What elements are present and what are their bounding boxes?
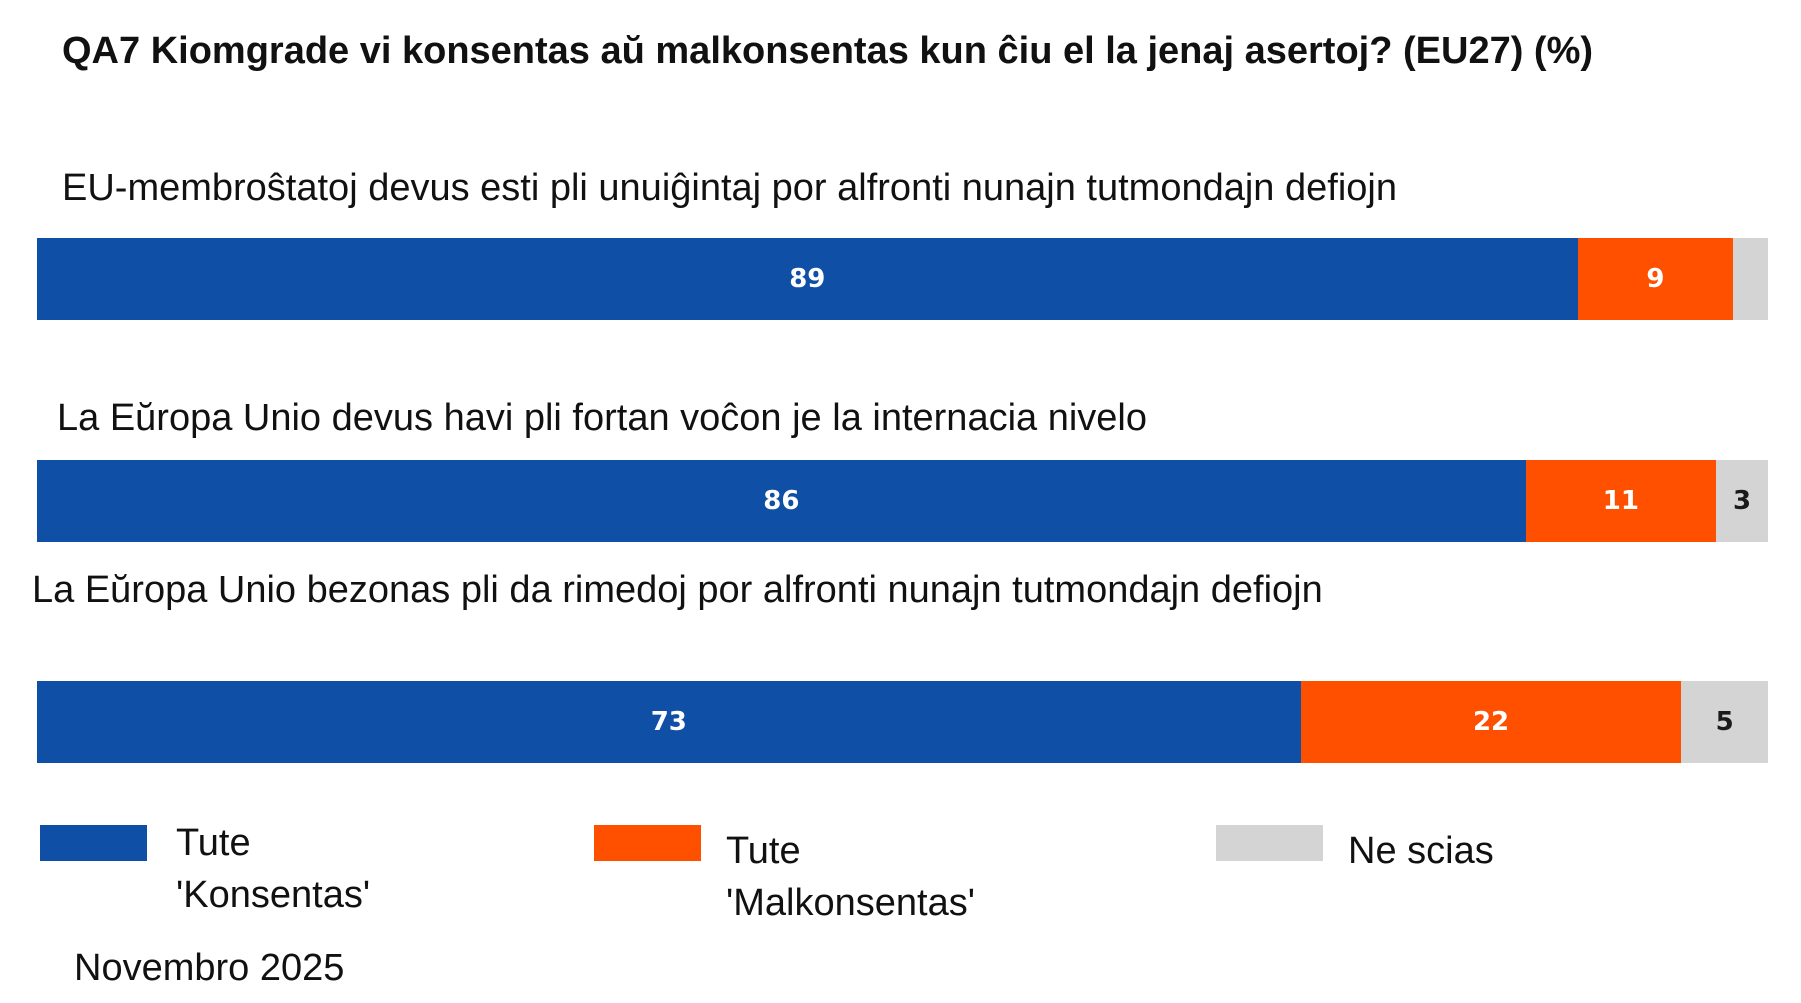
statement-label: EU-membroŝtatoj devus esti pli unuiĝinta… bbox=[62, 167, 1397, 209]
legend-swatch-disagree bbox=[594, 825, 701, 861]
data-label: 11 bbox=[1602, 486, 1639, 516]
stacked-bar: 73 22 5 bbox=[37, 681, 1768, 763]
bar-segment-disagree: 9 bbox=[1577, 238, 1734, 320]
bar-segment-disagree: 22 bbox=[1300, 681, 1682, 763]
data-label: 73 bbox=[650, 707, 687, 737]
statement-label: La Eŭropa Unio devus havi pli fortan voĉ… bbox=[57, 397, 1147, 439]
bar-segment-agree: 73 bbox=[37, 681, 1301, 763]
legend-swatch-dk bbox=[1216, 825, 1323, 861]
bar-segment-disagree: 11 bbox=[1525, 460, 1717, 542]
bar-segment-agree: 89 bbox=[37, 238, 1578, 320]
bar-segment-agree: 86 bbox=[37, 460, 1526, 542]
date-footnote: Novembro 2025 bbox=[74, 947, 345, 989]
legend-label-dk: Ne scias bbox=[1348, 830, 1494, 872]
chart-title: QA7 Kiomgrade vi konsentas aŭ malkonsent… bbox=[62, 30, 1594, 72]
data-label: 22 bbox=[1472, 707, 1510, 737]
data-label: 9 bbox=[1646, 264, 1665, 294]
bar-segment-dk: 3 bbox=[1716, 460, 1768, 542]
data-label: 3 bbox=[1732, 486, 1752, 516]
statement-label: La Eŭropa Unio bezonas pli da rimedoj po… bbox=[32, 569, 1323, 611]
legend-swatch-agree bbox=[40, 825, 147, 861]
legend-label-disagree: Tute 'Malkonsentas' bbox=[726, 830, 975, 924]
stacked-bar: 89 9 bbox=[37, 238, 1768, 320]
legend-label-agree: Tute 'Konsentas' bbox=[176, 822, 371, 916]
data-label: 86 bbox=[763, 486, 800, 516]
data-label: 5 bbox=[1715, 707, 1734, 737]
stacked-bar: 86 11 3 bbox=[37, 460, 1768, 542]
data-label: 89 bbox=[789, 264, 826, 294]
bar-segment-dk bbox=[1733, 238, 1768, 320]
bar-segment-dk: 5 bbox=[1681, 681, 1768, 763]
